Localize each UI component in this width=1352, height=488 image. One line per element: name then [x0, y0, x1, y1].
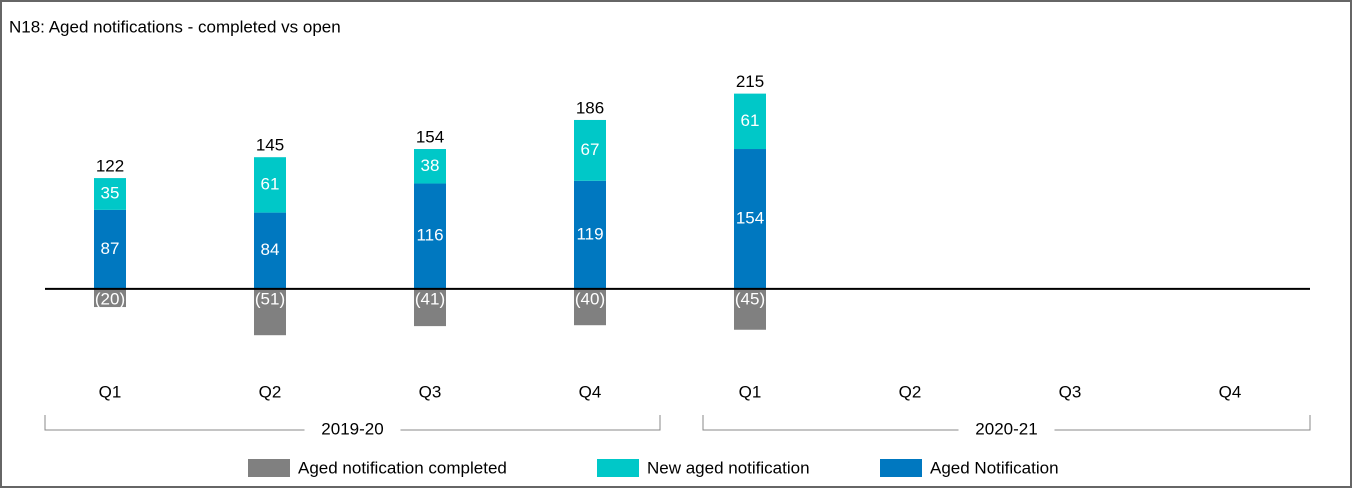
x-tick-label: Q4 [579, 382, 602, 401]
total-label: 186 [576, 98, 604, 117]
data-label: 87 [101, 239, 120, 258]
data-label: (51) [255, 289, 285, 308]
bar-segment [574, 119, 606, 181]
data-label: (41) [415, 289, 445, 308]
x-tick-label: Q2 [899, 382, 922, 401]
bar-segment [254, 288, 286, 336]
bar-segment [414, 183, 446, 289]
data-label: (45) [735, 289, 765, 308]
data-label: 116 [416, 226, 443, 245]
x-tick-label: Q1 [739, 382, 762, 401]
legend-label: Aged notification completed [298, 458, 507, 477]
data-label: (40) [575, 289, 605, 308]
data-label: 154 [736, 208, 764, 227]
bar-segment [94, 209, 126, 289]
x-tick-label: Q3 [1059, 382, 1082, 401]
x-tick-label: Q2 [259, 382, 282, 401]
group-bracket [44, 415, 661, 431]
bar-segment [254, 212, 286, 289]
x-tick-label: Q1 [99, 382, 122, 401]
data-label: (20) [95, 289, 125, 308]
total-label: 215 [736, 72, 764, 91]
data-label: 35 [101, 183, 120, 202]
bar-segment [254, 157, 286, 213]
data-label: 119 [576, 224, 603, 243]
bar-segment [734, 288, 766, 330]
bar-segment [94, 288, 126, 308]
legend-swatch [880, 459, 922, 477]
data-label: 38 [421, 156, 440, 175]
bar-segment [94, 178, 126, 210]
legend-swatch [597, 459, 639, 477]
data-label: 61 [261, 174, 280, 193]
x-tick-label: Q4 [1219, 382, 1242, 401]
chart-title: N18: Aged notifications - completed vs o… [9, 17, 341, 36]
group-label: 2020-21 [975, 419, 1037, 438]
legend-label: New aged notification [647, 458, 810, 477]
bar-segment [574, 288, 606, 326]
total-label: 154 [416, 128, 444, 147]
legend-swatch [248, 459, 290, 477]
x-tick-label: Q3 [419, 382, 442, 401]
bar-segment [734, 149, 766, 289]
data-label: 84 [261, 240, 280, 259]
data-label: 67 [581, 140, 600, 159]
total-label: 122 [96, 157, 124, 176]
total-label: 145 [256, 136, 284, 155]
bar-segment [414, 149, 446, 184]
bar-segment [574, 180, 606, 289]
group-bracket [702, 415, 1311, 431]
data-label: 61 [741, 111, 760, 130]
legend-label: Aged Notification [930, 458, 1059, 477]
bar-segment [414, 288, 446, 327]
bar-segment [734, 93, 766, 150]
group-label: 2019-20 [321, 419, 383, 438]
